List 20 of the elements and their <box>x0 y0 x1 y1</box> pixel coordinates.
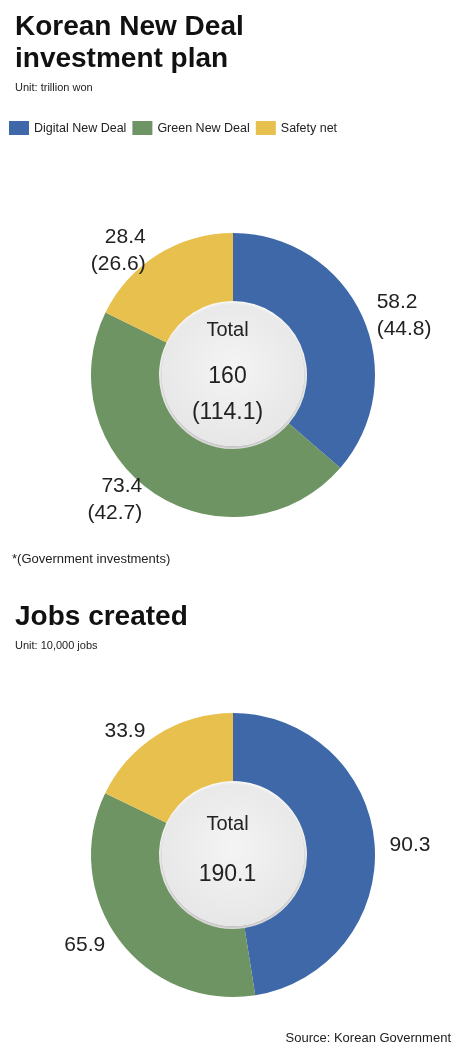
text: *(Government investments) <box>12 551 171 566</box>
data-label: 33.9 <box>104 718 146 742</box>
data-label: 73.4 (42.7) <box>87 473 143 524</box>
text: Total <box>206 812 249 834</box>
data-label: 65.9 <box>64 931 106 955</box>
text: 190.1 <box>198 859 257 886</box>
chart-subtitle: Unit: 10,000 jobs <box>15 638 99 651</box>
chart-title: Jobs created <box>15 599 188 631</box>
data-label: 90.3 <box>389 831 431 855</box>
source-note: Source: Korean Government <box>285 1030 452 1045</box>
data-label: 28.4 (26.6) <box>90 224 146 275</box>
chart-subtitle: Unit: trillion won <box>15 80 93 93</box>
data-label: 58.2 (44.8) <box>376 288 432 339</box>
text: 160 <box>208 361 247 388</box>
legend-label: Safety net <box>280 121 338 135</box>
legend-label: Digital New Deal <box>34 121 127 135</box>
chart-title: Korean New Deal investment plan <box>15 9 252 73</box>
legend-label: Green New Deal <box>157 121 250 135</box>
text: Total <box>206 318 249 340</box>
text: (114.1) <box>191 397 264 424</box>
